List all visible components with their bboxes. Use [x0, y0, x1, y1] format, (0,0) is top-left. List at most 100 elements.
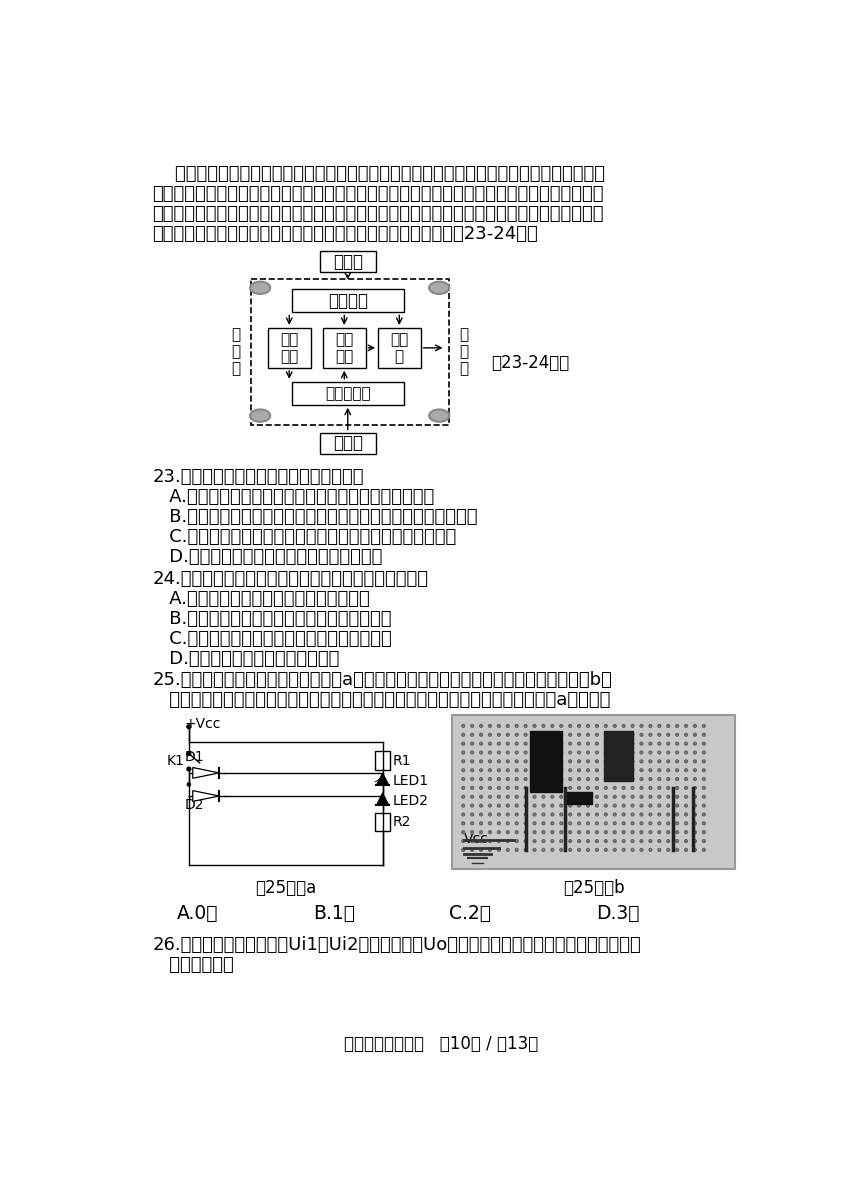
Text: 高压储氢罐: 高压储氢罐: [325, 386, 371, 401]
Circle shape: [497, 751, 501, 753]
Circle shape: [568, 831, 572, 833]
Circle shape: [631, 760, 634, 763]
Text: C.设计时，先考虑各子系统的功能，再考虑总体功能的实现: C.设计时，先考虑各子系统的功能，再考虑总体功能的实现: [152, 528, 457, 546]
Circle shape: [551, 849, 554, 851]
Circle shape: [497, 813, 501, 815]
Circle shape: [685, 795, 687, 799]
Ellipse shape: [429, 281, 449, 294]
Circle shape: [640, 725, 643, 727]
Circle shape: [507, 733, 509, 737]
Circle shape: [578, 760, 581, 763]
Circle shape: [488, 787, 491, 789]
Text: D2: D2: [185, 797, 205, 812]
Text: 系中可能的是: 系中可能的是: [152, 956, 234, 974]
Circle shape: [525, 839, 527, 843]
Circle shape: [649, 831, 652, 833]
Circle shape: [470, 733, 474, 737]
Circle shape: [605, 813, 607, 815]
Circle shape: [605, 743, 607, 745]
Circle shape: [605, 822, 607, 825]
Circle shape: [515, 751, 518, 753]
Circle shape: [676, 787, 679, 789]
Circle shape: [560, 743, 562, 745]
Circle shape: [605, 787, 607, 789]
Circle shape: [560, 733, 562, 737]
Text: 动机等组成。当动力电池电量低于下限时，控制系统打开高压储氢罐的通气阀，氢气在燃料电池: 动机等组成。当动力电池电量低于下限时，控制系统打开高压储氢罐的通气阀，氢气在燃料…: [152, 185, 604, 203]
Circle shape: [703, 751, 705, 753]
Circle shape: [623, 813, 625, 815]
Circle shape: [649, 805, 652, 807]
Circle shape: [533, 751, 536, 753]
Circle shape: [631, 777, 634, 781]
Text: B.氢气罐的气压与氢燃料电池相适应，体现了系统的环境适应性: B.氢气罐的气压与氢燃料电池相适应，体现了系统的环境适应性: [152, 508, 478, 526]
Circle shape: [685, 839, 687, 843]
Circle shape: [560, 805, 562, 807]
Circle shape: [560, 725, 562, 727]
Polygon shape: [193, 790, 219, 801]
Bar: [452, 715, 735, 869]
Circle shape: [507, 822, 509, 825]
Circle shape: [525, 777, 527, 781]
Circle shape: [560, 777, 562, 781]
Text: 燃料
电池: 燃料 电池: [335, 331, 353, 364]
Circle shape: [515, 822, 518, 825]
Circle shape: [470, 839, 474, 843]
Circle shape: [640, 733, 643, 737]
Circle shape: [640, 751, 643, 753]
Circle shape: [578, 839, 581, 843]
Circle shape: [480, 831, 482, 833]
Bar: [604, 731, 633, 781]
Text: 驱
动
桥: 驱 动 桥: [459, 327, 469, 377]
Circle shape: [595, 760, 599, 763]
Circle shape: [488, 813, 491, 815]
Circle shape: [623, 725, 625, 727]
Ellipse shape: [429, 410, 449, 422]
Circle shape: [693, 822, 697, 825]
Circle shape: [676, 769, 679, 771]
Text: 力电池，当动力电池电量达到上限时，停止发电。请根据描述完成23-24题。: 力电池，当动力电池电量达到上限时，停止发电。请根据描述完成23-24题。: [152, 224, 538, 243]
Circle shape: [462, 760, 464, 763]
Circle shape: [693, 795, 697, 799]
Circle shape: [497, 769, 501, 771]
Circle shape: [649, 787, 652, 789]
Circle shape: [462, 725, 464, 727]
Circle shape: [551, 805, 554, 807]
Circle shape: [623, 849, 625, 851]
Circle shape: [488, 805, 491, 807]
Circle shape: [693, 813, 697, 815]
Ellipse shape: [250, 281, 270, 294]
Circle shape: [658, 787, 660, 789]
Text: 示。测试时，发现两个信号灯始终不亮，请问至少需要调整几个元器件才能实现图a电路功能: 示。测试时，发现两个信号灯始终不亮，请问至少需要调整几个元器件才能实现图a电路功…: [152, 691, 611, 709]
Bar: [292, 381, 404, 405]
Circle shape: [666, 725, 670, 727]
Circle shape: [533, 822, 536, 825]
Circle shape: [693, 839, 697, 843]
Text: 控制
系统: 控制 系统: [280, 331, 298, 364]
Circle shape: [462, 743, 464, 745]
Circle shape: [613, 805, 616, 807]
Circle shape: [578, 795, 581, 799]
Circle shape: [703, 769, 705, 771]
Bar: [268, 328, 310, 368]
Circle shape: [640, 777, 643, 781]
Circle shape: [187, 752, 191, 756]
Circle shape: [623, 733, 625, 737]
Circle shape: [480, 743, 482, 745]
Circle shape: [587, 839, 589, 843]
Circle shape: [605, 831, 607, 833]
Text: LED1: LED1: [393, 775, 429, 788]
Circle shape: [703, 805, 705, 807]
Circle shape: [631, 769, 634, 771]
Circle shape: [676, 839, 679, 843]
Circle shape: [551, 795, 554, 799]
Circle shape: [533, 760, 536, 763]
Circle shape: [551, 822, 554, 825]
Text: K1: K1: [167, 755, 185, 769]
Text: C.2个: C.2个: [449, 904, 490, 923]
Circle shape: [497, 831, 501, 833]
Circle shape: [533, 725, 536, 727]
Circle shape: [488, 743, 491, 745]
Circle shape: [515, 777, 518, 781]
Circle shape: [568, 725, 572, 727]
Circle shape: [507, 839, 509, 843]
